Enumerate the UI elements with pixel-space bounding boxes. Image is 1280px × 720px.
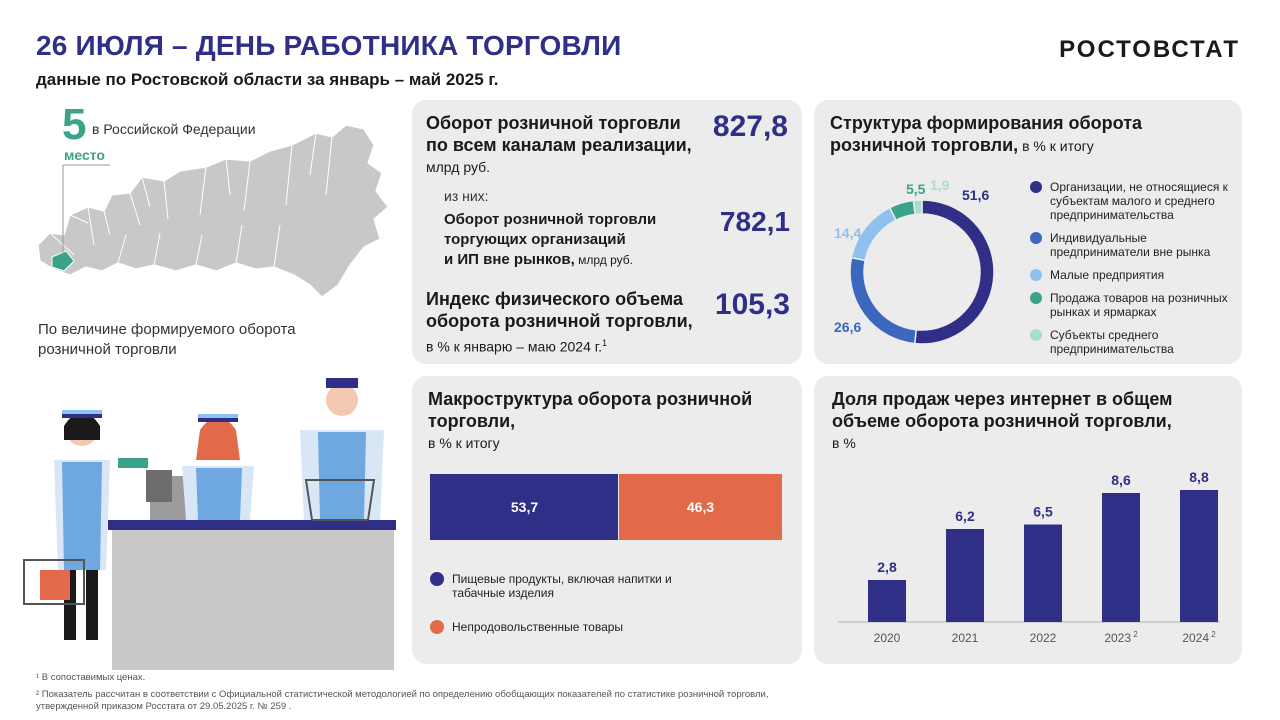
org-turnover-title: Оборот розничной торговли торгующих орга… [444, 211, 657, 268]
legend-label: Пищевые продукты, включая напитки и таба… [452, 572, 672, 600]
bar-data-label: 2,8 [877, 559, 897, 575]
legend-label: Индивидуальные предприниматели вне рынка [1050, 231, 1211, 259]
donut-slice [913, 199, 995, 345]
bar [1180, 490, 1218, 622]
bar [868, 580, 906, 622]
macro-data-label: 46,3 [687, 499, 714, 515]
index-title: Индекс физического объема оборота рознич… [426, 289, 693, 355]
macro-stacked-bar: 53,7 46,3 [430, 474, 782, 540]
shop-workers-illustration [23, 378, 396, 670]
structure-title: Структура формирования оборота розничной… [830, 113, 1143, 155]
legend-swatch [1030, 329, 1042, 341]
footnote-3: утвержденной приказом Росстата от 29.05.… [36, 701, 292, 712]
legend-item: Непродовольственные товары [430, 620, 692, 634]
legend-swatch [1030, 181, 1042, 193]
legend-swatch [430, 620, 444, 634]
x-tick-label: 2020 [874, 631, 901, 645]
rank-text: в Российской Федерации [92, 121, 256, 137]
legend-item: Малые предприятия [1030, 268, 1235, 282]
footnote-1: ¹ В сопоставимых ценах. [36, 672, 146, 683]
macro-legend: Пищевые продукты, включая напитки и таба… [430, 572, 692, 654]
internet-bar-chart: 2,8 2020 6,2 2021 6,5 2022 8,6 2023 2 8,8 2024 2 [838, 469, 1220, 645]
footnote-2: ² Показатель рассчитан в соответствии с … [36, 689, 769, 700]
structure-legend: Организации, не относящиеся к субъектам … [1030, 180, 1235, 365]
legend-swatch [1030, 292, 1042, 304]
legend-item: Субъекты среднего предпринимательства [1030, 328, 1235, 356]
index-value: 105,3 [714, 288, 790, 321]
bar [1102, 493, 1140, 622]
bar-data-label: 6,2 [955, 508, 975, 524]
page-subtitle: данные по Ростовской области за январь –… [36, 70, 499, 89]
bar-data-label: 8,8 [1189, 469, 1209, 485]
legend-item: Индивидуальные предприниматели вне рынка [1030, 231, 1235, 259]
legend-item: Пищевые продукты, включая напитки и таба… [430, 572, 692, 600]
russia-map-icon [37, 124, 389, 298]
org-turnover-value: 782,1 [719, 206, 790, 237]
donut-data-label: 1,9 [930, 177, 950, 193]
macro-bar-segment [619, 474, 782, 540]
x-tick-label: 2023 2 [1104, 630, 1138, 645]
macro-bar-segment [430, 474, 619, 540]
x-tick-label: 2022 [1030, 631, 1057, 645]
bar-data-label: 8,6 [1111, 472, 1131, 488]
donut-data-label: 14,4 [834, 225, 861, 241]
legend-label: Продажа товаров на розничных рынках и яр… [1050, 291, 1228, 319]
legend-label: Организации, не относящиеся к субъектам … [1050, 180, 1228, 222]
of-which-label: из них: [444, 188, 489, 204]
macro-title: Макроструктура оборота розничной торговл… [428, 389, 753, 451]
legend-label: Малые предприятия [1050, 268, 1165, 282]
structure-donut-chart: 51,6 26,6 14,4 5,5 1,9 [834, 177, 995, 345]
bar [946, 529, 984, 622]
structure-card: Структура формирования оборота розничной… [814, 100, 1242, 364]
bar-data-label: 6,5 [1033, 504, 1053, 520]
internet-card: Доля продаж через интернет в общем объем… [814, 376, 1242, 664]
turnover-title: Оборот розничной торговли по всем канала… [426, 113, 692, 175]
legend-swatch [430, 572, 444, 586]
rank-word: место [64, 147, 105, 163]
legend-item: Организации, не относящиеся к субъектам … [1030, 180, 1235, 222]
turnover-card: Оборот розничной торговли по всем канала… [412, 100, 802, 364]
donut-slice [912, 199, 923, 216]
map-note: По величине формируемого оборота розничн… [38, 321, 296, 358]
donut-data-label: 51,6 [962, 187, 989, 203]
page-title: 26 ИЮЛЯ – ДЕНЬ РАБОТНИКА ТОРГОВЛИ [36, 30, 622, 61]
turnover-value: 827,8 [712, 110, 788, 143]
x-tick-label: 2024 2 [1182, 630, 1216, 645]
legend-label: Непродовольственные товары [452, 620, 624, 634]
brand-logo: РОСТОВСТАТ [1059, 36, 1240, 63]
rank-number: 5 [62, 100, 87, 149]
macro-data-label: 53,7 [511, 499, 538, 515]
bar [1024, 524, 1062, 622]
internet-title: Доля продаж через интернет в общем объем… [832, 389, 1173, 451]
legend-swatch [1030, 269, 1042, 281]
legend-swatch [1030, 232, 1042, 244]
donut-data-label: 26,6 [834, 319, 861, 335]
legend-item: Продажа товаров на розничных рынках и яр… [1030, 291, 1235, 319]
donut-data-label: 5,5 [906, 181, 926, 197]
x-tick-label: 2021 [952, 631, 979, 645]
legend-label: Субъекты среднего предпринимательства [1050, 328, 1174, 356]
macro-card: Макроструктура оборота розничной торговл… [412, 376, 802, 664]
